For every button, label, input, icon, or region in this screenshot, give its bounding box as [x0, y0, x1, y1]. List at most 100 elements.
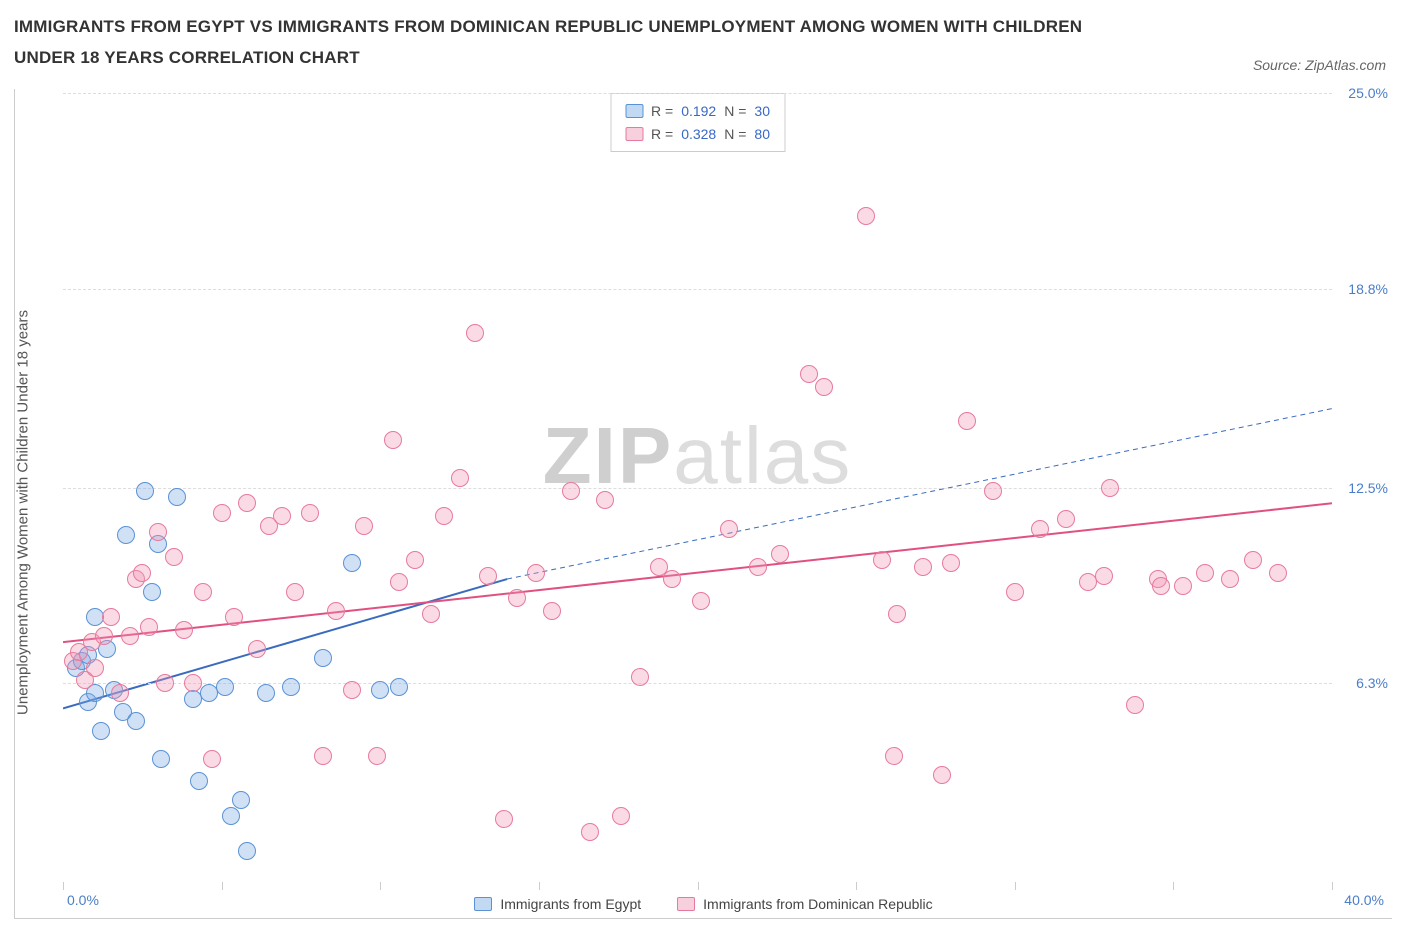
data-point	[140, 618, 158, 636]
swatch-series-2	[625, 127, 643, 141]
data-point	[543, 602, 561, 620]
data-point	[213, 504, 231, 522]
data-point	[343, 681, 361, 699]
data-point	[771, 545, 789, 563]
data-point	[1174, 577, 1192, 595]
gridline	[63, 683, 1332, 684]
data-point	[527, 564, 545, 582]
data-point	[238, 842, 256, 860]
data-point	[343, 554, 361, 572]
data-point	[168, 488, 186, 506]
x-tick	[1015, 882, 1016, 890]
data-point	[857, 207, 875, 225]
x-tick	[63, 882, 64, 890]
y-tick-label: 18.8%	[1348, 281, 1388, 297]
gridline	[63, 93, 1332, 94]
data-point	[914, 558, 932, 576]
data-point	[225, 608, 243, 626]
x-tick	[539, 882, 540, 890]
data-point	[495, 810, 513, 828]
data-point	[1006, 583, 1024, 601]
stat-n-label: N =	[724, 100, 746, 122]
chart-title: IMMIGRANTS FROM EGYPT VS IMMIGRANTS FROM…	[14, 12, 1114, 73]
data-point	[121, 627, 139, 645]
x-tick	[856, 882, 857, 890]
data-point	[508, 589, 526, 607]
data-point	[663, 570, 681, 588]
stat-n-label: N =	[724, 123, 746, 145]
data-point	[222, 807, 240, 825]
data-point	[92, 722, 110, 740]
stat-r-label: R =	[651, 123, 673, 145]
data-point	[152, 750, 170, 768]
stat-r-value-1: 0.192	[681, 100, 716, 122]
x-tick	[1173, 882, 1174, 890]
data-point	[942, 554, 960, 572]
data-point	[184, 674, 202, 692]
data-point	[692, 592, 710, 610]
plot-area: ZIPatlas R = 0.192 N = 30 R = 0.328 N = …	[63, 93, 1332, 882]
data-point	[127, 712, 145, 730]
data-point	[1126, 696, 1144, 714]
data-point	[562, 482, 580, 500]
data-point	[257, 684, 275, 702]
swatch-series-1	[474, 897, 492, 911]
data-point	[800, 365, 818, 383]
data-point	[273, 507, 291, 525]
data-point	[958, 412, 976, 430]
data-point	[149, 523, 167, 541]
data-point	[143, 583, 161, 601]
data-point	[1244, 551, 1262, 569]
data-point	[238, 494, 256, 512]
stats-legend-row-1: R = 0.192 N = 30	[625, 100, 770, 122]
data-point	[1196, 564, 1214, 582]
data-point	[248, 640, 266, 658]
chart-header: IMMIGRANTS FROM EGYPT VS IMMIGRANTS FROM…	[0, 0, 1406, 81]
data-point	[327, 602, 345, 620]
stat-r-label: R =	[651, 100, 673, 122]
chart-source: Source: ZipAtlas.com	[1253, 57, 1386, 73]
x-tick	[222, 882, 223, 890]
series-legend-item-2: Immigrants from Dominican Republic	[677, 896, 933, 912]
data-point	[596, 491, 614, 509]
data-point	[286, 583, 304, 601]
data-point	[371, 681, 389, 699]
data-point	[933, 766, 951, 784]
data-point	[720, 520, 738, 538]
data-point	[815, 378, 833, 396]
series-2-name: Immigrants from Dominican Republic	[703, 896, 933, 912]
stats-legend: R = 0.192 N = 30 R = 0.328 N = 80	[610, 93, 785, 152]
gridline	[63, 289, 1332, 290]
data-point	[190, 772, 208, 790]
data-point	[301, 504, 319, 522]
chart-container: Unemployment Among Women with Children U…	[14, 89, 1392, 919]
data-point	[873, 551, 891, 569]
y-tick-label: 25.0%	[1348, 85, 1388, 101]
data-point	[368, 747, 386, 765]
stat-n-value-2: 80	[754, 123, 770, 145]
data-point	[355, 517, 373, 535]
data-point	[384, 431, 402, 449]
data-point	[95, 627, 113, 645]
data-point	[1221, 570, 1239, 588]
y-axis-title: Unemployment Among Women with Children U…	[15, 310, 32, 715]
y-tick-label: 12.5%	[1348, 480, 1388, 496]
data-point	[581, 823, 599, 841]
data-point	[1057, 510, 1075, 528]
data-point	[232, 791, 250, 809]
data-point	[175, 621, 193, 639]
data-point	[156, 674, 174, 692]
data-point	[165, 548, 183, 566]
data-point	[479, 567, 497, 585]
data-point	[203, 750, 221, 768]
data-point	[612, 807, 630, 825]
data-point	[435, 507, 453, 525]
x-tick	[1332, 882, 1333, 890]
data-point	[1152, 577, 1170, 595]
data-point	[314, 747, 332, 765]
swatch-series-1	[625, 104, 643, 118]
x-tick	[380, 882, 381, 890]
data-point	[1031, 520, 1049, 538]
data-point	[422, 605, 440, 623]
stat-r-value-2: 0.328	[681, 123, 716, 145]
